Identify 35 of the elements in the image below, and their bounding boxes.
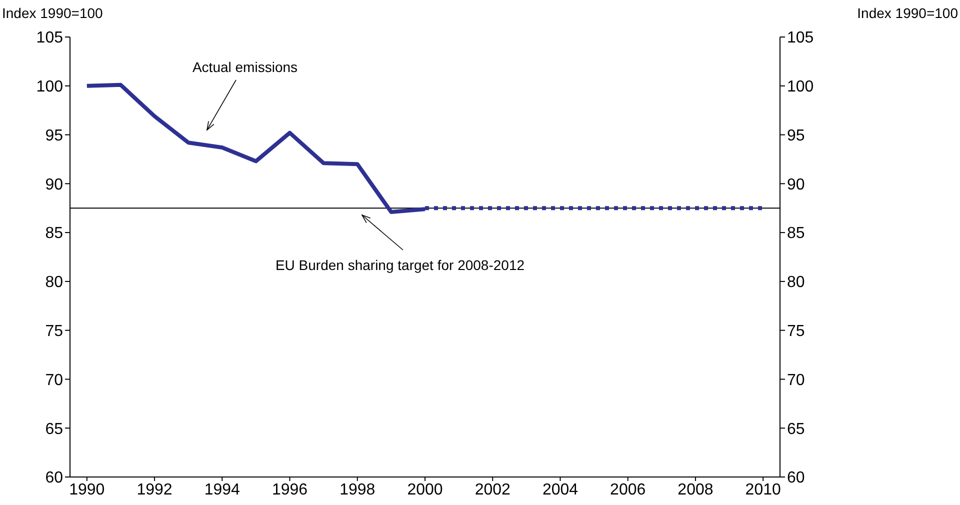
y2-tick-label: 95 — [787, 127, 805, 144]
y-tick-label: 85 — [45, 225, 64, 242]
annotation: Actual emissions — [192, 59, 298, 75]
x-tick-label: 2002 — [474, 481, 511, 498]
y-tick-label: 60 — [45, 470, 64, 487]
x-tick-label: 1992 — [136, 481, 172, 498]
x-tick-label: 2006 — [610, 481, 646, 498]
y-tick-label: 90 — [45, 176, 64, 194]
y-tick-label: 105 — [36, 30, 64, 47]
x-tick-label: 2010 — [745, 481, 781, 498]
x-tick-label: 1994 — [204, 481, 240, 498]
y-tick-label: 75 — [45, 323, 64, 340]
y2-tick-label: 60 — [787, 470, 805, 487]
y2-tick-label: 70 — [787, 372, 805, 389]
x-tick-label: 2000 — [407, 481, 443, 498]
x-tick-label: 2004 — [542, 481, 578, 498]
y2-tick-label: 90 — [787, 176, 805, 194]
x-tick-label: 1996 — [272, 481, 308, 498]
y-tick-label: 100 — [36, 78, 64, 96]
y-axis-title: Index 1990=100 — [2, 5, 104, 21]
y-tick-label: 95 — [45, 127, 64, 144]
y2-axis-title: Index 1990=100 — [857, 5, 958, 21]
y2-tick-label: 105 — [787, 30, 814, 47]
y-tick-label: 80 — [45, 274, 64, 292]
x-tick-label: 2008 — [678, 481, 714, 498]
y2-tick-label: 75 — [787, 323, 805, 340]
y2-tick-label: 100 — [787, 78, 814, 96]
y2-tick-label: 65 — [787, 420, 805, 438]
y2-tick-label: 80 — [787, 274, 805, 292]
annotation: EU Burden sharing target for 2008-2012 — [275, 257, 525, 273]
y-tick-label: 70 — [45, 372, 64, 389]
x-tick-label: 1998 — [340, 481, 376, 498]
x-tick-label: 1990 — [69, 481, 105, 498]
y2-tick-label: 85 — [787, 225, 805, 242]
y-tick-label: 65 — [45, 420, 64, 438]
